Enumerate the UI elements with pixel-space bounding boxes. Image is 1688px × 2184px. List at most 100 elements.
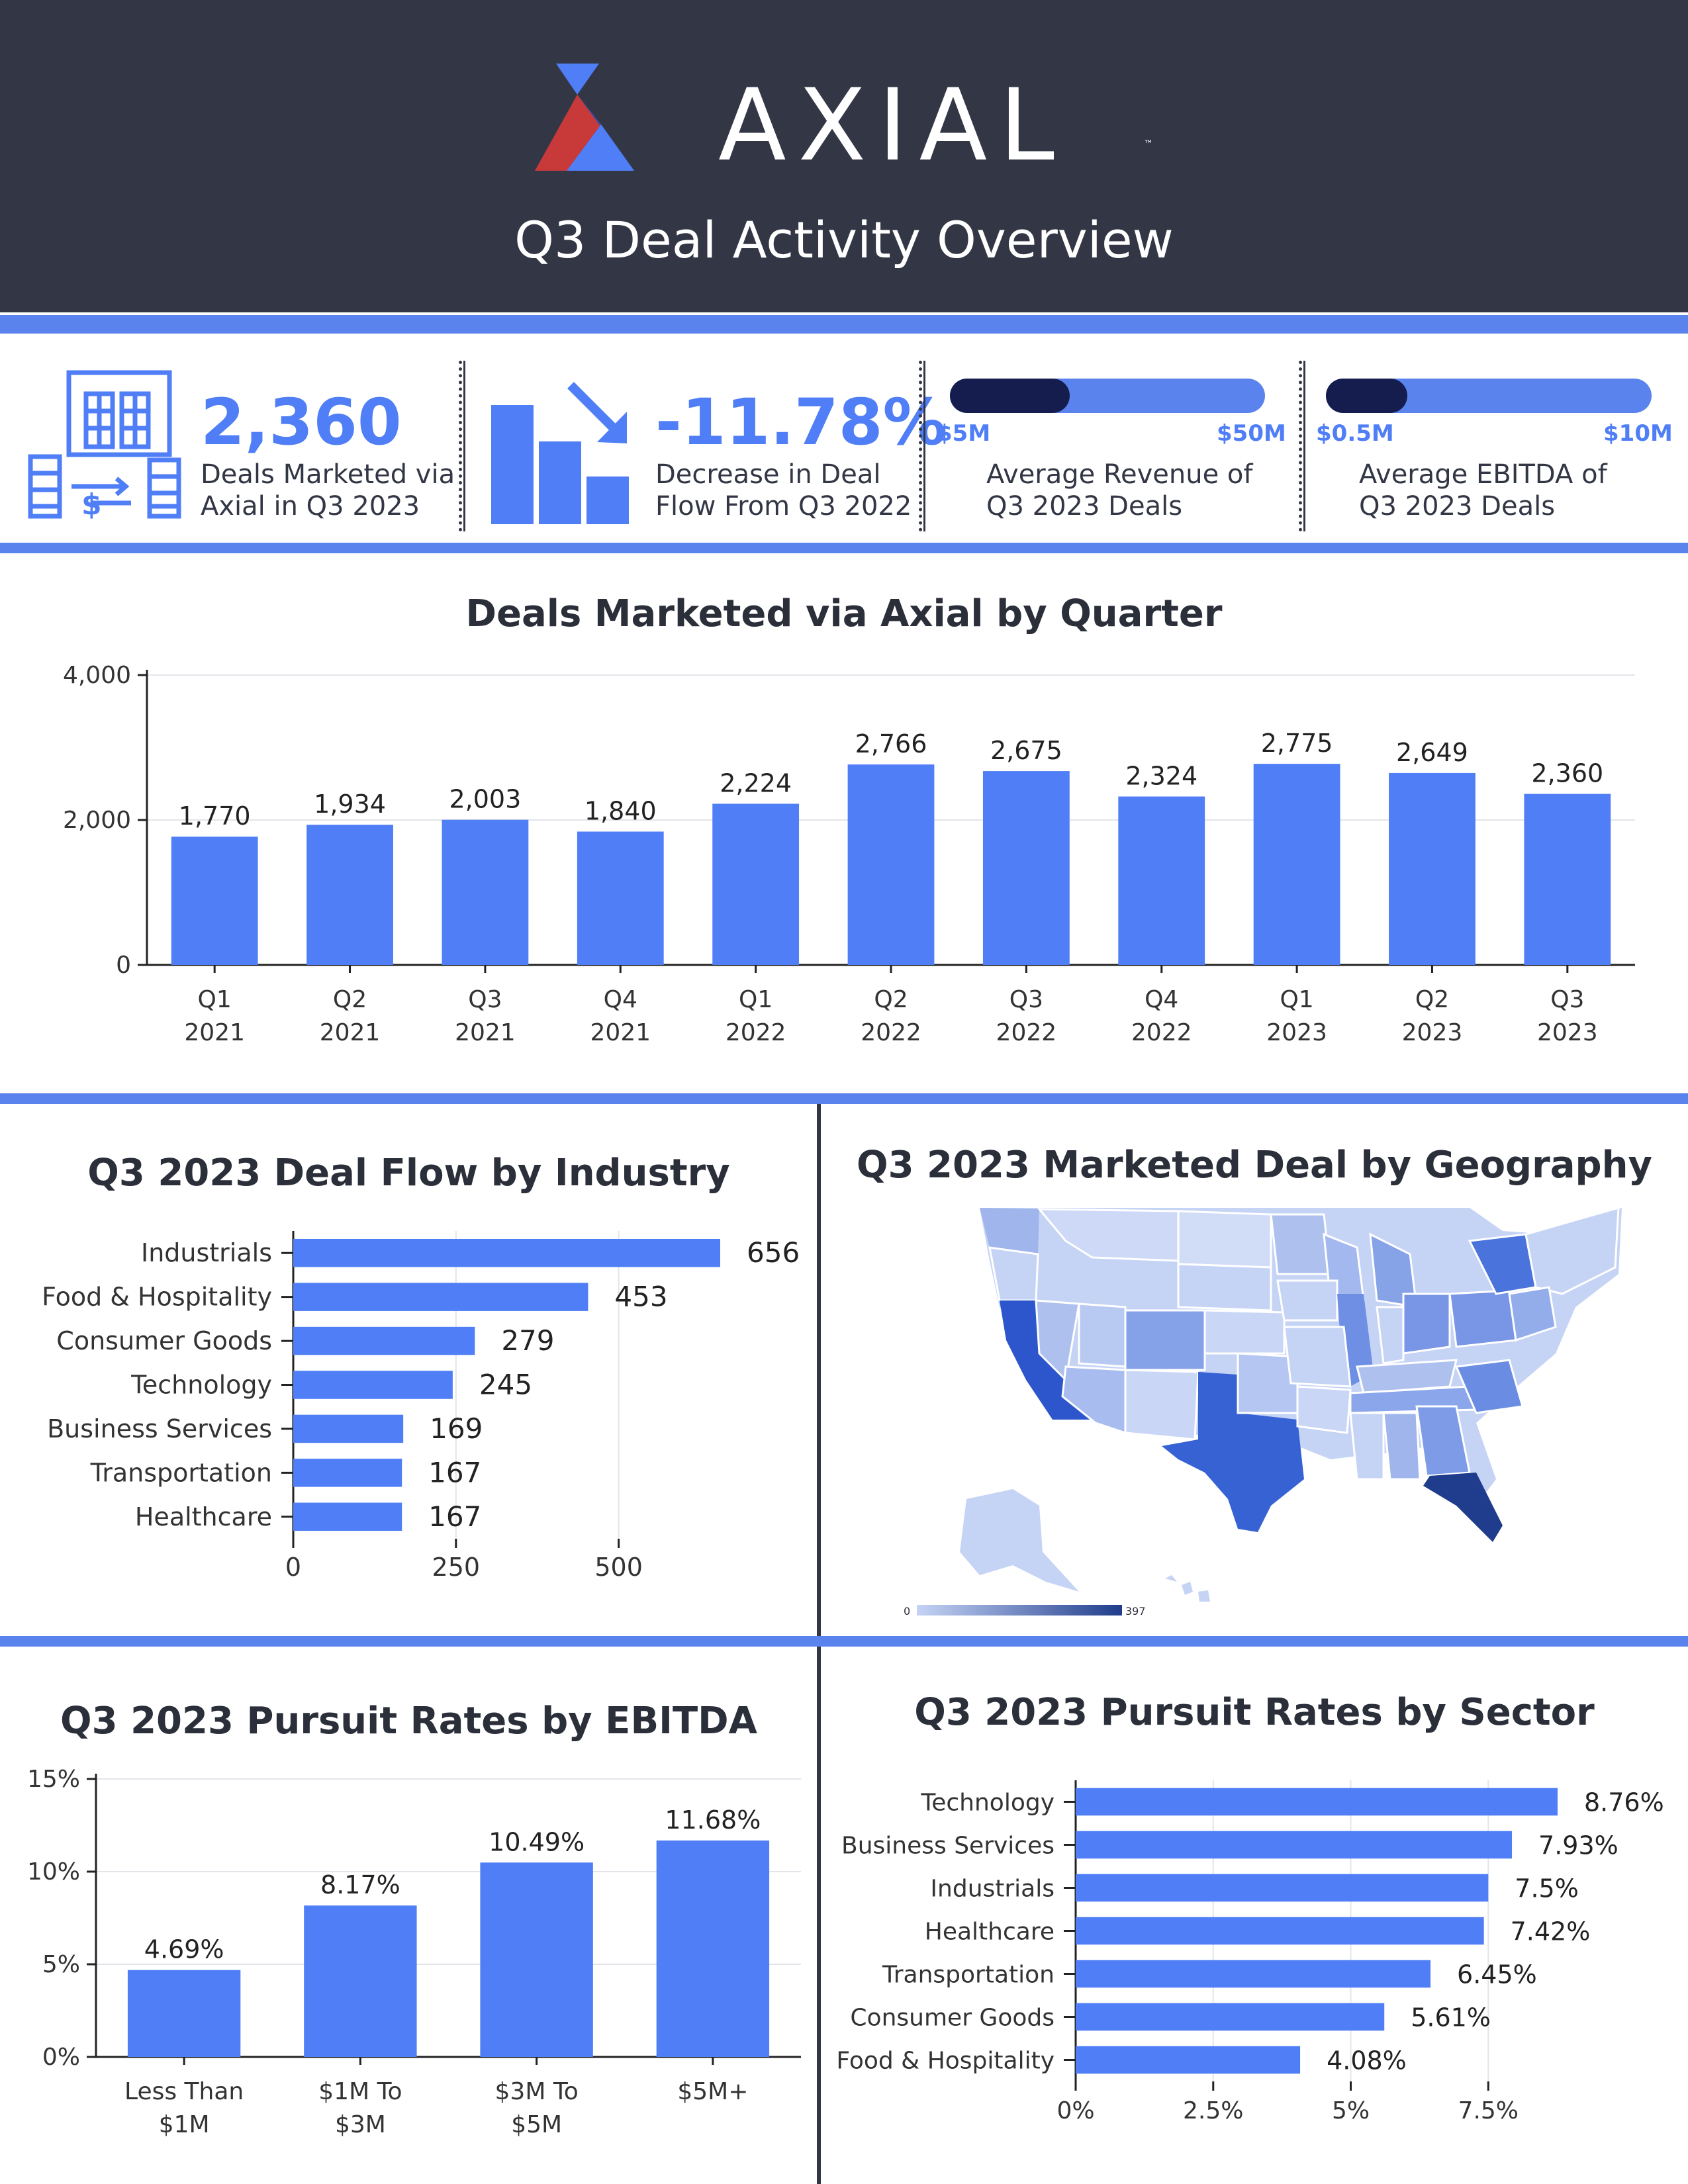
ebitda-range-bar (1326, 379, 1652, 413)
bar-value-label: 11.68% (665, 1805, 761, 1835)
chart-title-sector: Q3 2023 Pursuit Rates by Sector (914, 1691, 1595, 1734)
bar (171, 837, 258, 965)
kpi-ebitda-label-line1: Average EBITDA of (1359, 459, 1607, 490)
y-tick-label: 5% (42, 1951, 80, 1978)
bar (577, 831, 664, 965)
x-tick-label: 500 (594, 1553, 643, 1582)
kpi-decrease-label: Decrease in Deal Flow From Q3 2022 (655, 459, 912, 522)
bar (1076, 1831, 1513, 1859)
logo-wordmark: AXIAL (718, 68, 1066, 183)
trademark-mark: ™ (1144, 139, 1153, 150)
x-tick-label: 2021 (320, 1019, 381, 1046)
x-tick-label: $3M (335, 2111, 386, 2138)
bar (293, 1238, 720, 1267)
divider-band (0, 315, 1688, 334)
x-tick-label: 0 (285, 1553, 301, 1582)
bar-value-label: 6.45% (1457, 1960, 1537, 1989)
bar-value-label: 656 (747, 1236, 800, 1269)
y-tick-label: 15% (27, 1767, 80, 1793)
buildings-exchange-icon: $ (28, 370, 181, 522)
us-choropleth-map (960, 1206, 1622, 1602)
x-tick-label: 2022 (1131, 1019, 1192, 1046)
bar (1076, 1874, 1489, 1902)
x-tick-label: Q2 (333, 986, 367, 1013)
bar (1524, 794, 1611, 965)
bar-value-label: 1,770 (179, 801, 251, 831)
x-tick-label: 2021 (184, 1019, 245, 1046)
x-tick-label: 7.5% (1458, 2097, 1519, 2124)
sector-bar-chart: 0% 2.5% 5% 7.5% 8.76% Technology 7.93% Business… (836, 1780, 1664, 2124)
kpi-revenue-label-line1: Average Revenue of (986, 459, 1253, 490)
x-tick-label: Q2 (874, 986, 908, 1013)
page-subtitle: Q3 Deal Activity Overview (514, 210, 1174, 269)
bar-value-label: 2,003 (449, 785, 522, 814)
y-tick-label: 2,000 (63, 807, 131, 834)
bar-value-label: 1,934 (314, 790, 386, 819)
x-tick-label: Q3 (468, 986, 502, 1013)
y-tick-label: Transportation (882, 1962, 1055, 1989)
y-tick-label: Healthcare (135, 1502, 272, 1531)
chart-title-industry: Q3 2023 Deal Flow by Industry (87, 1152, 730, 1195)
kpi-decrease-label-line2: Flow From Q3 2022 (655, 491, 912, 522)
kpi-ebitda-label: Average EBITDA of Q3 2023 Deals (1359, 459, 1607, 522)
bar-value-label: 2,675 (990, 736, 1062, 765)
bar-value-label: 2,324 (1125, 762, 1197, 791)
bar (127, 1970, 241, 2057)
map-color-scale: 0 397 (904, 1605, 1146, 1617)
bar (293, 1283, 588, 1311)
x-tick-label: $5M (511, 2111, 562, 2138)
ebitda-range-min: $0.5M (1316, 420, 1394, 447)
vertical-divider (817, 1647, 821, 2184)
revenue-range-min: $5M (937, 420, 991, 447)
bar (293, 1502, 402, 1531)
bar (847, 764, 935, 965)
bar-value-label: 8.76% (1584, 1788, 1664, 1817)
x-tick-label: $5M+ (677, 2078, 748, 2105)
bar-value-label: 10.49% (489, 1827, 585, 1856)
kpi-separator (1299, 361, 1305, 531)
chart-title-geography: Q3 2023 Marketed Deal by Geography (856, 1144, 1652, 1187)
x-tick-label: 5% (1332, 2097, 1370, 2124)
ebitda-bar-chart: 0% 5% 10% 15% 4.69% Less Than $1M 8.17% $1M To $3… (27, 1767, 801, 2138)
bar (1076, 1960, 1431, 1988)
x-tick-label: Q3 (1009, 986, 1043, 1013)
kpi-deals-label-line1: Deals Marketed via (201, 459, 455, 490)
y-tick-label: Healthcare (925, 1919, 1055, 1946)
kpi-decrease-value: -11.78% (655, 385, 947, 459)
bar (293, 1414, 404, 1443)
bar-value-label: 4.08% (1327, 2046, 1407, 2075)
y-tick-label: Consumer Goods (56, 1326, 272, 1355)
x-tick-label: 2023 (1537, 1019, 1598, 1046)
bar (304, 1905, 417, 2057)
kpi-revenue-label: Average Revenue of Q3 2023 Deals (986, 459, 1252, 522)
bar (1118, 796, 1205, 965)
kpi-deals-label: Deals Marketed via Axial in Q3 2023 (201, 459, 455, 522)
x-tick-label: 2023 (1402, 1019, 1463, 1046)
x-tick-label: Q3 (1550, 986, 1584, 1013)
bar-value-label: 1,840 (585, 797, 657, 826)
chart-title-ebitda: Q3 2023 Pursuit Rates by EBITDA (60, 1700, 757, 1743)
x-tick-label: $3M To (495, 2078, 579, 2105)
x-tick-label: 250 (432, 1553, 481, 1582)
bar (293, 1459, 402, 1487)
x-tick-label: $1M (159, 2111, 210, 2138)
kpi-separator (919, 361, 925, 531)
y-tick-label: 10% (27, 1858, 80, 1886)
x-tick-label: Q1 (198, 986, 232, 1013)
bar-value-label: 453 (614, 1281, 667, 1313)
bar (656, 1840, 770, 2057)
kpi-decrease-label-line1: Decrease in Deal (655, 459, 881, 490)
quarterly-bar-chart: 0 2,000 4,000 1,770 Q1 2021 1,934 Q2 2021 2,003 Q3… (63, 662, 1635, 1046)
industry-bar-chart: 0 250 500 656 Industrials 453 Food & Hospitali… (42, 1231, 800, 1582)
x-tick-label: 2022 (996, 1019, 1057, 1046)
y-tick-label: Industrials (930, 1876, 1055, 1903)
map-scale-gradient (917, 1605, 1122, 1615)
bar-value-label: 279 (501, 1324, 554, 1357)
bar-value-label: 7.5% (1515, 1874, 1579, 1903)
bar-value-label: 167 (428, 1500, 481, 1533)
x-tick-label: 0% (1056, 2097, 1094, 2124)
bar (1389, 772, 1476, 965)
y-tick-label: Consumer Goods (850, 2005, 1055, 2032)
bar-value-label: 2,775 (1261, 729, 1333, 758)
y-tick-label: 0 (116, 952, 131, 979)
